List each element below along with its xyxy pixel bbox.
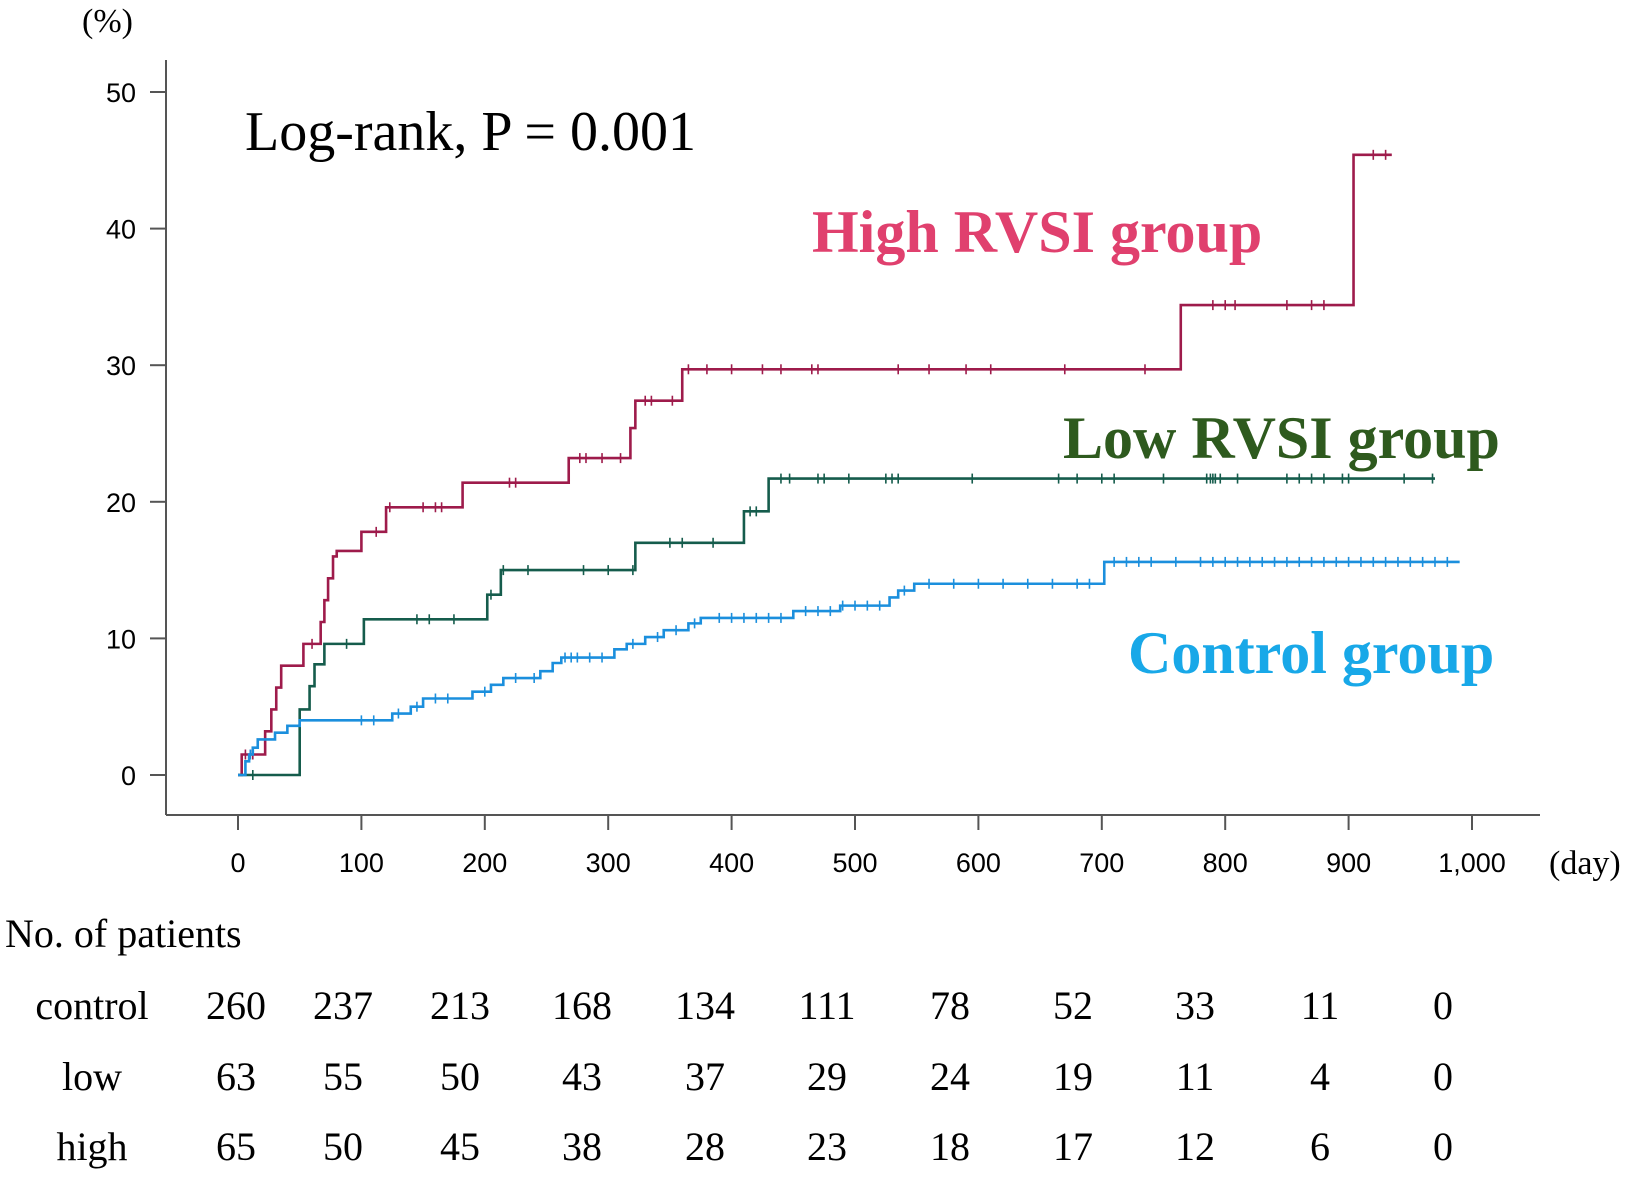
- risk-cell: 52: [1053, 983, 1093, 1028]
- risk-cell: 12: [1175, 1124, 1215, 1169]
- risk-cell: 11: [1301, 983, 1340, 1028]
- risk-cell: 65: [216, 1124, 256, 1169]
- y-tick-label: 50: [106, 78, 136, 108]
- risk-cell: 45: [440, 1124, 480, 1169]
- y-tick-label: 10: [106, 624, 136, 654]
- y-tick-label: 40: [106, 215, 136, 245]
- risk-cell: 37: [685, 1054, 725, 1099]
- risk-cell: 38: [562, 1124, 602, 1169]
- risk-row-label: low: [62, 1054, 122, 1099]
- x-axis-ticks: 0 100 200 300 400 500 600 700 800 900 1,000: [230, 815, 1506, 878]
- risk-cell: 23: [807, 1124, 847, 1169]
- risk-cell: 168: [552, 983, 612, 1028]
- y-tick-label: 30: [106, 351, 136, 381]
- x-tick-label: 100: [339, 848, 384, 878]
- x-tick-label: 1,000: [1438, 848, 1506, 878]
- x-tick-label: 500: [832, 848, 877, 878]
- risk-cell: 78: [930, 983, 970, 1028]
- risk-cell: 63: [216, 1054, 256, 1099]
- series-layer: [238, 149, 1460, 780]
- high-series-line: [238, 153, 1392, 777]
- risk-row-label: control: [35, 983, 148, 1028]
- risk-cell: 24: [930, 1054, 970, 1099]
- risk-row-label: high: [56, 1124, 127, 1169]
- x-tick-label: 800: [1203, 848, 1248, 878]
- x-tick-label: 900: [1326, 848, 1371, 878]
- risk-cell: 50: [323, 1124, 363, 1169]
- risk-cell: 33: [1175, 983, 1215, 1028]
- risk-cell: 28: [685, 1124, 725, 1169]
- low-rvsi-group-label: Low RVSI group: [1063, 405, 1500, 471]
- control-group-label: Control group: [1128, 620, 1494, 686]
- risk-cell: 29: [807, 1054, 847, 1099]
- x-tick-label: 600: [956, 848, 1001, 878]
- risk-cell: 19: [1053, 1054, 1093, 1099]
- high-rvsi-group-label: High RVSI group: [812, 199, 1262, 265]
- risk-cell: 0: [1433, 1124, 1453, 1169]
- y-axis-unit-label: (%): [82, 3, 133, 40]
- risk-table-title: No. of patients: [5, 911, 242, 956]
- risk-cell: 0: [1433, 983, 1453, 1028]
- risk-cell: 260: [206, 983, 266, 1028]
- risk-cell: 43: [562, 1054, 602, 1099]
- risk-cell: 237: [313, 983, 373, 1028]
- risk-table: control 260 237 213 168 134 111 78 52 33 11 0 low 63 5…: [35, 983, 1453, 1169]
- risk-cell: 50: [440, 1054, 480, 1099]
- x-tick-label: 0: [230, 848, 245, 878]
- x-axis-unit-label: (day): [1549, 845, 1621, 882]
- control-series-line: [238, 560, 1460, 777]
- log-rank-annotation: Log-rank, P = 0.001: [245, 101, 696, 163]
- risk-cell: 11: [1176, 1054, 1215, 1099]
- risk-cell: 134: [675, 983, 735, 1028]
- risk-cell: 4: [1310, 1054, 1330, 1099]
- risk-cell: 213: [430, 983, 490, 1028]
- y-tick-label: 0: [121, 761, 136, 791]
- x-tick-label: 200: [462, 848, 507, 878]
- risk-cell: 55: [323, 1054, 363, 1099]
- low-series-line: [238, 477, 1435, 777]
- y-tick-label: 20: [106, 488, 136, 518]
- risk-cell: 111: [798, 983, 855, 1028]
- y-axis-ticks: 0 10 20 30 40 50: [106, 78, 166, 791]
- risk-cell: 0: [1433, 1054, 1453, 1099]
- x-tick-label: 700: [1079, 848, 1124, 878]
- risk-cell: 6: [1310, 1124, 1330, 1169]
- x-tick-label: 400: [709, 848, 754, 878]
- risk-cell: 17: [1053, 1124, 1093, 1169]
- x-tick-label: 300: [586, 848, 631, 878]
- risk-cell: 18: [930, 1124, 970, 1169]
